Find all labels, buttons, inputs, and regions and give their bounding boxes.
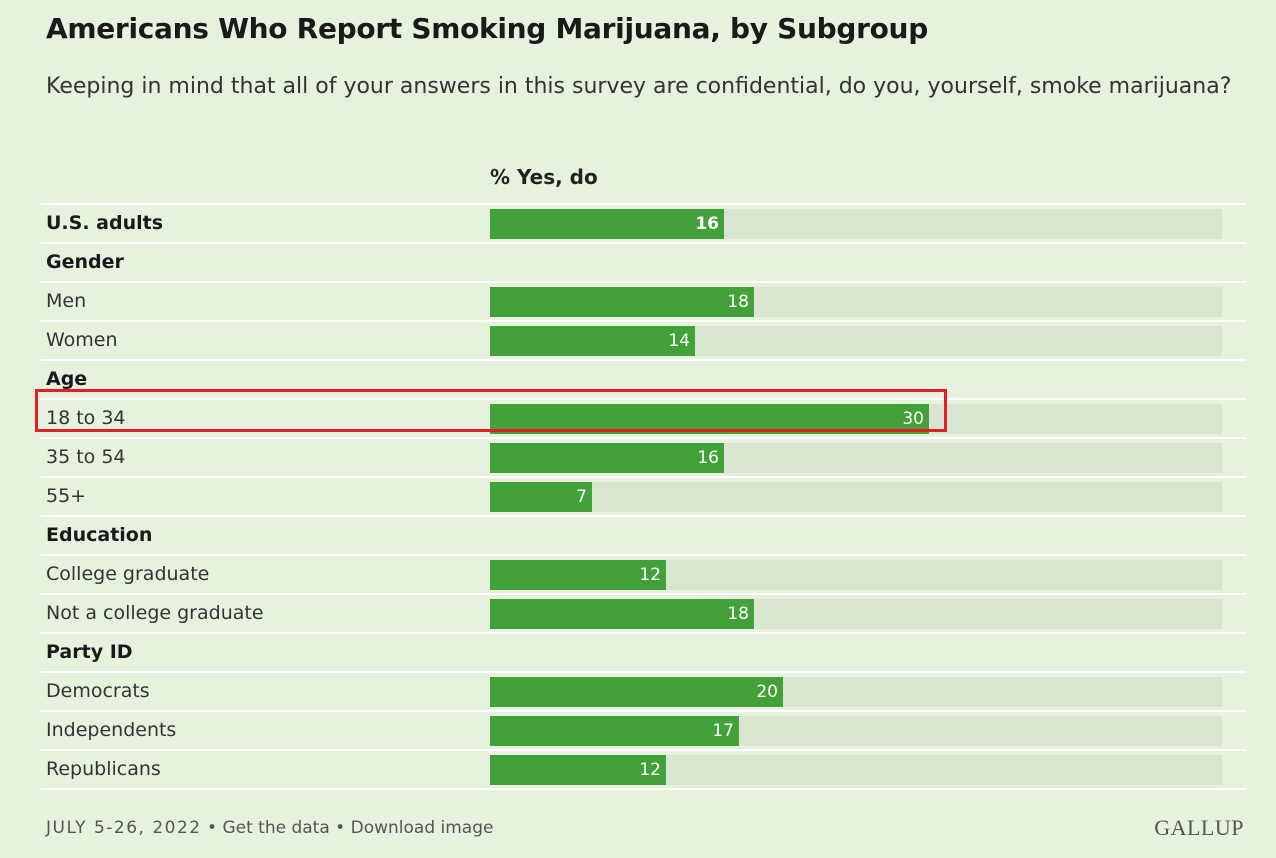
row-divider bbox=[40, 554, 1246, 556]
row-label: College graduate bbox=[46, 563, 210, 585]
bar bbox=[490, 755, 666, 785]
bar bbox=[490, 482, 592, 512]
footer-separator: • bbox=[207, 818, 218, 838]
row-label: 55+ bbox=[46, 485, 87, 507]
row-divider bbox=[40, 632, 1246, 634]
bar-value-label: 12 bbox=[639, 760, 661, 780]
bar bbox=[490, 326, 695, 356]
chart-subtitle: Keeping in mind that all of your answers… bbox=[46, 74, 1232, 99]
bar-track: 12 bbox=[490, 755, 1222, 785]
bar bbox=[490, 560, 666, 590]
row-divider bbox=[40, 749, 1246, 751]
column-header: % Yes, do bbox=[490, 165, 598, 189]
survey-date: JULY 5-26, 2022 bbox=[46, 818, 202, 838]
row-label: 35 to 54 bbox=[46, 446, 126, 468]
bar-value-label: 20 bbox=[756, 682, 778, 702]
bar-track: 17 bbox=[490, 716, 1222, 746]
bar bbox=[490, 443, 724, 473]
row-label: U.S. adults bbox=[46, 212, 164, 234]
row-divider bbox=[40, 788, 1246, 790]
download-image-link[interactable]: Download image bbox=[350, 818, 494, 838]
bar bbox=[490, 599, 754, 629]
bar-value-label: 30 bbox=[902, 409, 924, 429]
chart-title: Americans Who Report Smoking Marijuana, … bbox=[46, 12, 928, 45]
row-divider bbox=[40, 476, 1246, 478]
bar-track: 18 bbox=[490, 599, 1222, 629]
row-label: Democrats bbox=[46, 680, 150, 702]
bar-value-label: 18 bbox=[727, 604, 749, 624]
bar-track: 14 bbox=[490, 326, 1222, 356]
bar-value-label: 16 bbox=[695, 214, 719, 234]
row-divider bbox=[40, 710, 1246, 712]
bar-track: 16 bbox=[490, 443, 1222, 473]
bar-value-label: 7 bbox=[576, 487, 587, 507]
bar-value-label: 18 bbox=[727, 292, 749, 312]
get-data-link[interactable]: Get the data bbox=[222, 818, 330, 838]
bar-value-label: 16 bbox=[697, 448, 719, 468]
row-divider bbox=[40, 398, 1246, 400]
bar-value-label: 17 bbox=[712, 721, 734, 741]
row-label: Independents bbox=[46, 719, 177, 741]
bar-value-label: 12 bbox=[639, 565, 661, 585]
row-label: Not a college graduate bbox=[46, 602, 264, 624]
row-label: Women bbox=[46, 329, 118, 351]
bar bbox=[490, 677, 783, 707]
row-divider bbox=[40, 320, 1246, 322]
row-divider bbox=[40, 515, 1246, 517]
bar-track: 7 bbox=[490, 482, 1222, 512]
footer-separator: • bbox=[335, 818, 346, 838]
bar-track: 16 bbox=[490, 209, 1222, 239]
row-divider bbox=[40, 281, 1246, 283]
row-label: 18 to 34 bbox=[46, 407, 126, 429]
chart-footer: JULY 5-26, 2022 • Get the data • Downloa… bbox=[46, 818, 493, 838]
bar-track: 18 bbox=[490, 287, 1222, 317]
group-header: Gender bbox=[46, 251, 124, 273]
bar bbox=[490, 716, 739, 746]
group-header: Party ID bbox=[46, 641, 133, 663]
bar-value-label: 14 bbox=[668, 331, 690, 351]
row-divider bbox=[40, 593, 1246, 595]
row-divider bbox=[40, 671, 1246, 673]
bar-track: 20 bbox=[490, 677, 1222, 707]
row-divider bbox=[40, 203, 1246, 205]
row-divider bbox=[40, 359, 1246, 361]
bar bbox=[490, 287, 754, 317]
bar-track: 12 bbox=[490, 560, 1222, 590]
highlight-box bbox=[35, 389, 947, 432]
bar bbox=[490, 209, 724, 239]
gallup-logo[interactable]: GALLUP bbox=[1154, 815, 1244, 840]
row-label: Men bbox=[46, 290, 87, 312]
row-divider bbox=[40, 437, 1246, 439]
group-header: Education bbox=[46, 524, 153, 546]
row-label: Republicans bbox=[46, 758, 161, 780]
group-header: Age bbox=[46, 368, 88, 390]
row-divider bbox=[40, 242, 1246, 244]
